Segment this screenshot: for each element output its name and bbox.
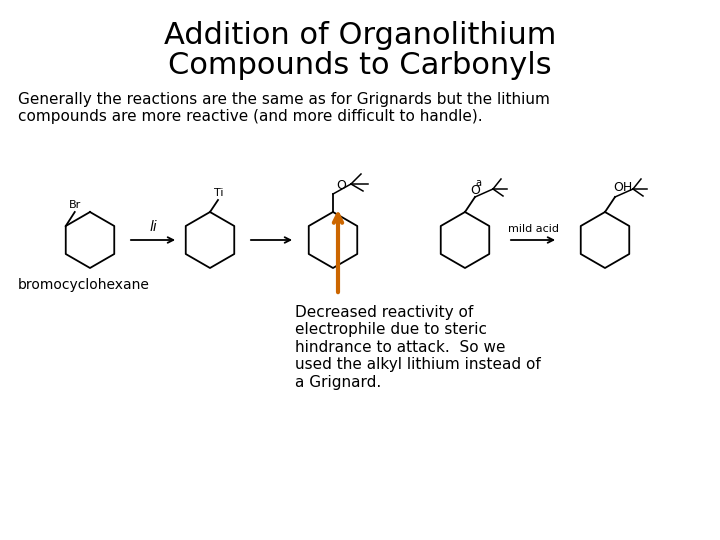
Text: Generally the reactions are the same as for Grignards but the lithium
compounds : Generally the reactions are the same as … xyxy=(18,92,550,124)
Text: a: a xyxy=(475,178,481,188)
Text: li: li xyxy=(149,220,157,234)
Text: Addition of Organolithium: Addition of Organolithium xyxy=(164,21,556,50)
Text: Decreased reactivity of
electrophile due to steric
hindrance to attack.  So we
u: Decreased reactivity of electrophile due… xyxy=(295,305,541,389)
Text: Ti: Ti xyxy=(215,188,224,198)
Text: Br: Br xyxy=(68,200,81,210)
Text: bromocyclohexane: bromocyclohexane xyxy=(18,278,150,292)
Text: O: O xyxy=(470,184,480,197)
Text: O: O xyxy=(336,179,346,192)
Text: Compounds to Carbonyls: Compounds to Carbonyls xyxy=(168,51,552,79)
Text: OH: OH xyxy=(613,181,633,194)
Text: mild acid: mild acid xyxy=(508,224,559,234)
